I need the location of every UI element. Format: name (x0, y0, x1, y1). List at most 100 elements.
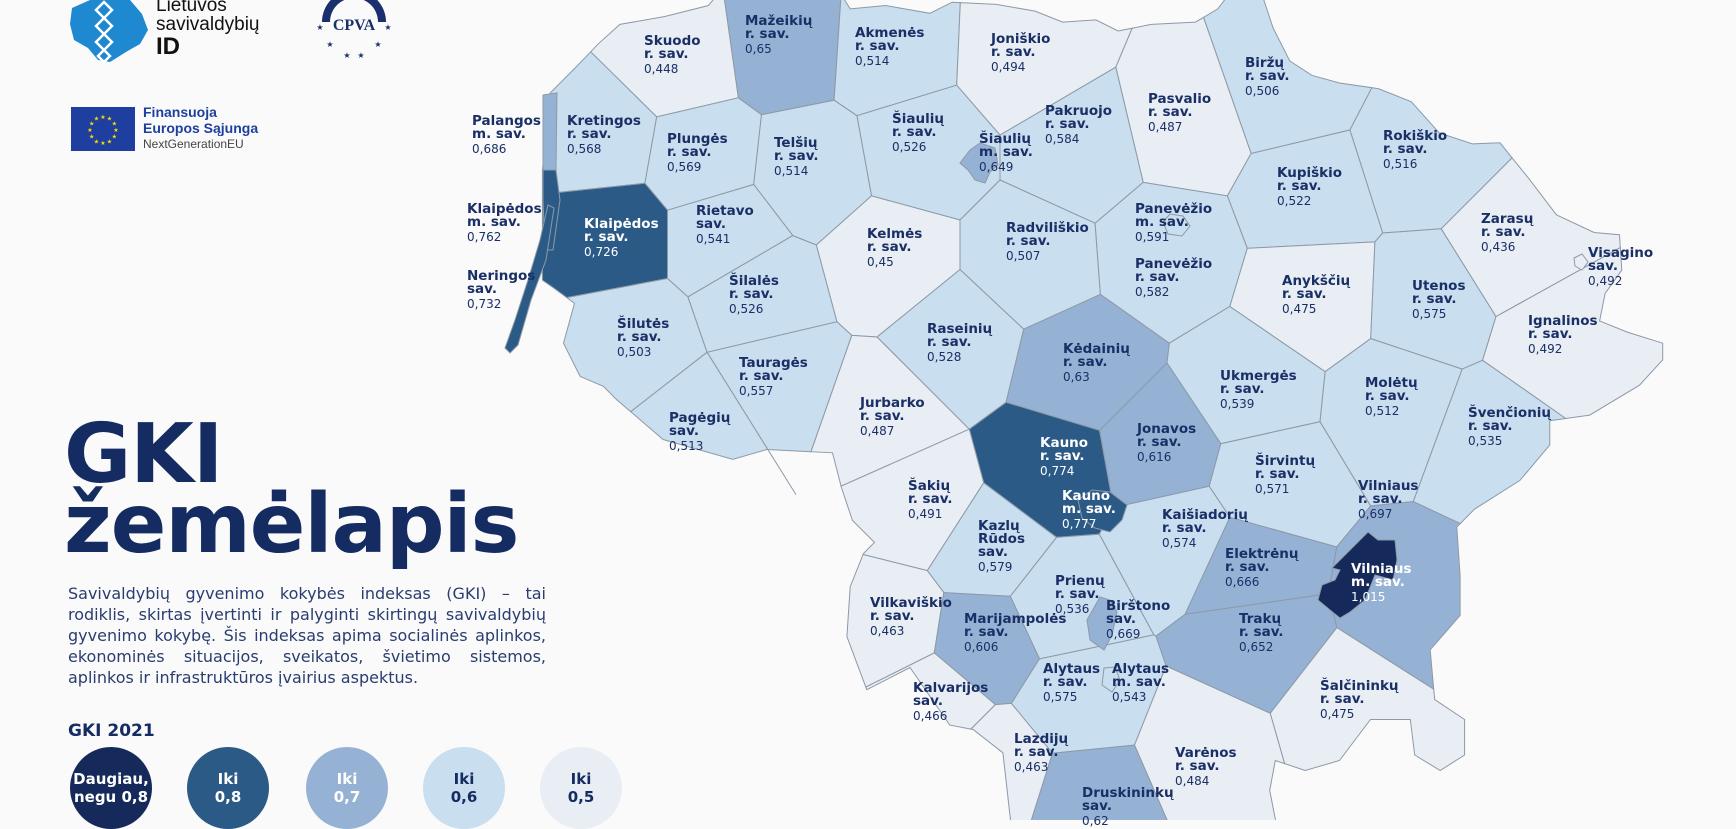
municipality-label: Trakų r. sav. 0,652 (1239, 612, 1284, 654)
region-57[interactable] (969, 702, 1054, 820)
municipality-label: Visagino sav. 0,492 (1588, 245, 1654, 288)
municipality-type: r. sav. (667, 144, 712, 160)
municipality-type: r. sav. (927, 334, 972, 350)
municipality-type: r. sav. (1225, 559, 1270, 575)
legend-item: Iki 0,6 (423, 747, 505, 829)
municipality-name: Klaipėdos (584, 216, 659, 232)
municipality-type: r. sav. (1137, 434, 1182, 450)
map-regions (541, 0, 1664, 820)
municipality-value: 1,015 (1351, 590, 1386, 604)
municipality-label: Kelmės r. sav. 0,45 (867, 226, 923, 269)
star-icon: ★ ★★ ★★ ★ (316, 23, 391, 60)
municipality-name: Molėtų (1365, 375, 1418, 391)
municipality-label: Elektrėnų r. sav. 0,666 (1225, 547, 1298, 589)
municipality-label: Biržų r. sav. 0,506 (1245, 55, 1290, 98)
municipality-type: sav. (1082, 798, 1112, 814)
municipality-label: Radviliškio r. sav. 0,507 (1006, 221, 1089, 263)
municipality-type: sav. (978, 544, 1008, 560)
municipality-label: Skuodo r. sav. 0,448 (644, 33, 701, 76)
municipality-label: Utenos r. sav. 0,575 (1412, 278, 1466, 321)
municipality-label: Širvintų r. sav. 0,571 (1255, 454, 1315, 496)
region-55[interactable] (865, 652, 997, 730)
municipality-type: r. sav. (1063, 354, 1108, 370)
municipality-label: Kazlų Rūdos sav. 0,579 (978, 518, 1038, 574)
municipality-name: Švenčionių (1468, 405, 1552, 421)
municipality-type: r. sav. (1277, 178, 1322, 194)
municipality-label: Vilniaus m. sav. 1,015 (1351, 562, 1411, 604)
svg-text:★: ★ (100, 140, 105, 147)
municipality-label: Kauno m. sav. 0,777 (1062, 489, 1116, 531)
municipality-value: 0,492 (1528, 342, 1563, 356)
municipality-value: 0,697 (1358, 507, 1393, 521)
municipality-type: r. sav. (1245, 68, 1290, 84)
municipality-name: Ignalinos (1528, 313, 1598, 329)
municipality-value: 0,536 (1055, 602, 1090, 616)
municipality-value: 0,514 (855, 54, 890, 68)
municipality-value: 0,491 (908, 507, 943, 521)
municipality-label: Kupiškio r. sav. 0,522 (1277, 165, 1343, 208)
eu-line: Finansuoja (143, 104, 217, 120)
municipality-value: 0,513 (669, 439, 704, 453)
municipality-label: Joniškio r. sav. 0,494 (991, 31, 1051, 74)
region-58[interactable] (1133, 665, 1286, 820)
legend-label: Iki (570, 770, 592, 788)
region-21[interactable] (1162, 213, 1191, 237)
region-0[interactable] (542, 92, 558, 171)
municipality-label: Šilalės r. sav. 0,526 (729, 274, 779, 316)
municipality-value: 0,522 (1277, 194, 1312, 208)
municipality-value: 0,584 (1045, 132, 1080, 146)
municipality-type: m. sav. (1351, 574, 1405, 590)
region-24[interactable] (1573, 253, 1589, 271)
region-59[interactable] (1025, 744, 1177, 820)
municipality-type: r. sav. (1055, 586, 1100, 602)
municipality-name: Kazlų Rūdos (978, 518, 1025, 547)
municipality-value: 0,539 (1220, 397, 1255, 411)
municipality-type: r. sav. (867, 239, 912, 255)
municipality-name: Zarasų (1481, 211, 1534, 227)
legend-item: Iki 0,7 (306, 747, 388, 829)
municipality-value: 0,463 (870, 624, 905, 638)
region-37[interactable] (1412, 359, 1568, 525)
region-47[interactable] (1317, 531, 1398, 619)
municipality-value: 0,732 (467, 297, 502, 311)
municipality-name: Visagino (1588, 245, 1654, 261)
description: Savivaldybių gyvenimo kokybės indeksas (… (68, 584, 546, 687)
municipality-value: 0,512 (1365, 404, 1400, 418)
municipality-label: Mažeikių r. sav. 0,65 (745, 14, 812, 56)
municipality-name: Tauragės (739, 355, 808, 371)
municipality-name: Utenos (1412, 278, 1466, 294)
region-11[interactable] (959, 142, 999, 184)
svg-text:★: ★ (343, 51, 350, 60)
municipality-name: Rokiškio (1383, 128, 1448, 144)
municipality-name: Varėnos (1175, 745, 1237, 761)
region-50[interactable] (1086, 596, 1118, 651)
legend-label: Iki (217, 770, 239, 788)
legend-label: 0,5 (567, 788, 595, 806)
municipality-label: Klaipėdos r. sav. 0,726 (584, 216, 659, 259)
municipality-name: Skuodo (644, 33, 701, 49)
eu-flag-icon: ★ ★ ★ ★ ★ ★ ★ ★ ★ ★ ★ ★ (71, 107, 135, 151)
municipality-type: r. sav. (617, 329, 662, 345)
region-29[interactable] (562, 277, 708, 413)
savivaldybiu-id-logo (70, 0, 150, 66)
municipality-name: Joniškio (991, 31, 1051, 47)
municipality-value: 0,575 (1412, 307, 1447, 321)
municipality-name: Šiaulių (892, 111, 944, 127)
municipality-name: Biržų (1245, 55, 1285, 71)
municipality-type: r. sav. (567, 126, 612, 142)
municipality-name: Kelmės (867, 226, 923, 242)
svg-text:★: ★ (107, 138, 112, 145)
municipality-name: Kupiškio (1277, 165, 1343, 181)
municipality-value: 0,526 (729, 302, 764, 316)
municipality-name: Prienų (1055, 573, 1105, 589)
region-43[interactable] (1077, 489, 1128, 533)
region-54[interactable] (1101, 666, 1121, 693)
region-36[interactable] (629, 351, 797, 495)
municipality-label: Tauragės r. sav. 0,557 (739, 355, 808, 398)
region-2[interactable] (504, 204, 555, 354)
municipality-value: 0,463 (1014, 760, 1049, 774)
municipality-value: 0,506 (1245, 84, 1280, 98)
municipality-type: m. sav. (1135, 214, 1189, 230)
municipality-label: Anykščių r. sav. 0,475 (1282, 274, 1350, 316)
municipality-value: 0,526 (892, 140, 927, 154)
